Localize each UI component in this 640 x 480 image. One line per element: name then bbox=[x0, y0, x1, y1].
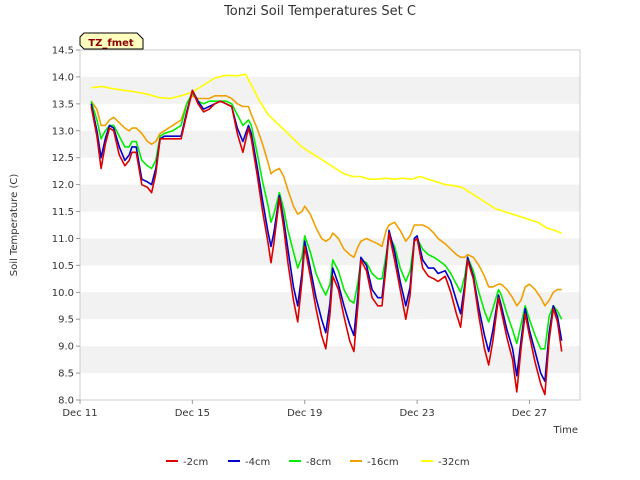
legend-label: -4cm bbox=[245, 457, 270, 468]
y-tick-label: 14.0 bbox=[52, 72, 74, 83]
badge-text: TZ_fmet bbox=[88, 38, 134, 49]
grid-band bbox=[80, 346, 580, 374]
site-badge: TZ_fmet bbox=[79, 32, 144, 50]
grid-band bbox=[80, 76, 580, 104]
y-tick-label: 10.0 bbox=[52, 288, 74, 299]
badge-box bbox=[79, 32, 144, 50]
y-tick-label: 12.5 bbox=[52, 153, 74, 164]
x-axis: Dec 11 Dec 15 Dec 19 Dec 23 Dec 27 bbox=[62, 400, 547, 419]
y-tick-label: 8.5 bbox=[58, 369, 74, 380]
legend-label: -16cm bbox=[367, 457, 399, 468]
legend-label: -8cm bbox=[306, 457, 331, 468]
x-axis-label: Time bbox=[553, 425, 578, 436]
y-tick-label: 14.5 bbox=[52, 46, 74, 57]
y-tick-label: 13.0 bbox=[52, 126, 74, 137]
series-line-neg8cm bbox=[90, 92, 563, 350]
y-axis: 8.0 8.5 9.0 9.5 10.0 10.5 11.0 11.5 12.0 12.5 13.0… bbox=[52, 46, 80, 407]
series-lines bbox=[90, 73, 563, 396]
series-line-neg32cm bbox=[91, 73, 562, 234]
grid-band bbox=[80, 184, 580, 212]
y-tick-label: 13.5 bbox=[52, 99, 74, 110]
y-tick-label: 12.0 bbox=[52, 180, 74, 191]
x-tick-label: Dec 23 bbox=[399, 408, 434, 419]
chart-title: Tonzi Soil Temperatures Set C bbox=[223, 4, 416, 19]
y-tick-label: 8.0 bbox=[58, 396, 74, 407]
y-tick-label: 9.0 bbox=[58, 342, 74, 353]
x-tick-label: Dec 19 bbox=[287, 408, 322, 419]
plot-border bbox=[79, 49, 581, 401]
legend-label: -32cm bbox=[438, 457, 470, 468]
legend-label: -2cm bbox=[183, 457, 208, 468]
x-tick-label: Dec 15 bbox=[175, 408, 210, 419]
grid-band bbox=[80, 130, 580, 158]
legend: -2cm -4cm -8cm -16cm -32cm bbox=[166, 457, 470, 468]
y-axis-label: Soil Temperature (C) bbox=[9, 174, 20, 277]
y-tick-label: 9.5 bbox=[58, 315, 74, 326]
series-line-neg16cm bbox=[90, 95, 562, 307]
x-tick-label: Dec 11 bbox=[62, 408, 97, 419]
series-line-neg2cm bbox=[90, 89, 563, 396]
grid-band bbox=[80, 238, 580, 266]
plot-frame bbox=[79, 49, 581, 401]
x-tick-label: Dec 27 bbox=[512, 408, 547, 419]
y-tick-label: 11.5 bbox=[52, 207, 74, 218]
y-tick-label: 11.0 bbox=[52, 234, 74, 245]
y-tick-label: 10.5 bbox=[52, 261, 74, 272]
